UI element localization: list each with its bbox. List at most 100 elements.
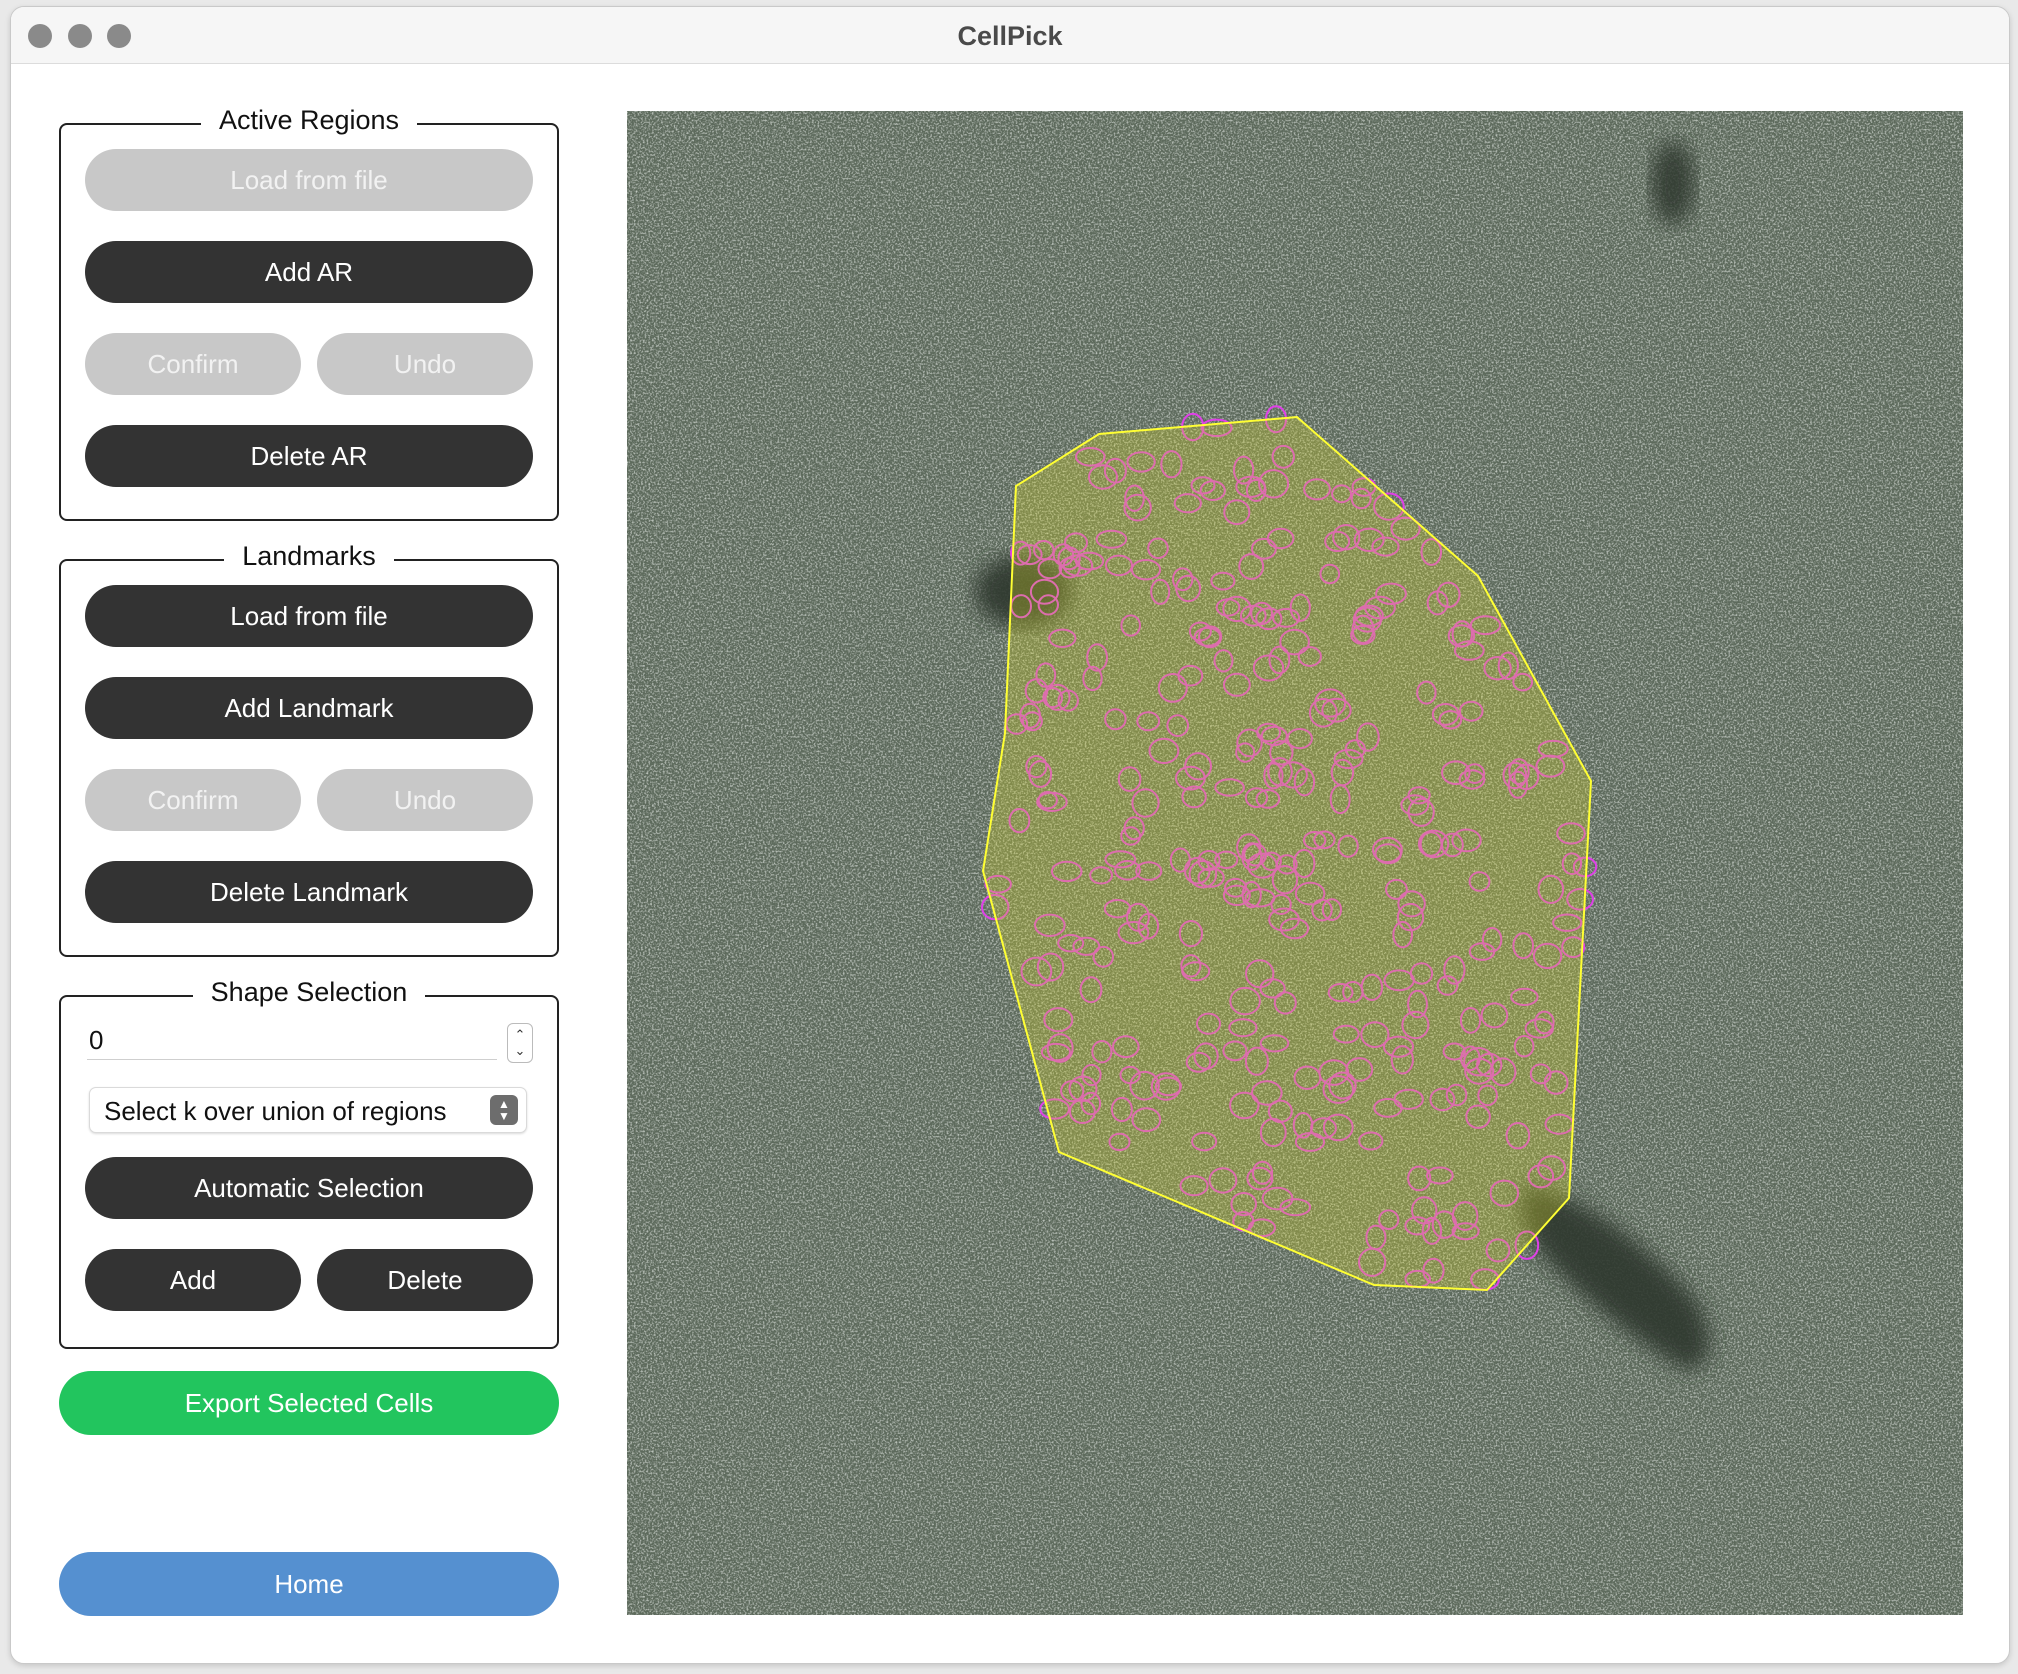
cell-outline[interactable] <box>1436 975 1459 996</box>
cell-outline[interactable] <box>1229 1091 1260 1120</box>
cell-outline[interactable] <box>1468 871 1491 892</box>
cell-outline[interactable] <box>1251 1160 1274 1185</box>
cell-outline[interactable] <box>1245 959 1275 989</box>
ar-load-from-file-button[interactable]: Load from file <box>85 149 533 211</box>
cell-outline[interactable] <box>1276 854 1298 875</box>
cell-outline[interactable] <box>1184 856 1211 885</box>
add-landmark-button[interactable]: Add Landmark <box>85 677 533 739</box>
cell-outline[interactable] <box>1373 1098 1403 1118</box>
cell-outline[interactable] <box>1188 860 1218 889</box>
cell-outline[interactable] <box>1166 714 1190 737</box>
cell-outline[interactable] <box>1037 558 1063 580</box>
cell-outline[interactable] <box>1279 628 1310 656</box>
cell-outline[interactable] <box>1123 493 1152 522</box>
cell-outline[interactable] <box>1255 789 1281 809</box>
cell-outline[interactable] <box>1150 578 1171 605</box>
cell-outline[interactable] <box>1117 921 1150 945</box>
cell-outline[interactable] <box>1025 755 1048 779</box>
add-ar-button[interactable]: Add AR <box>85 241 533 303</box>
cell-outline[interactable] <box>1191 1131 1218 1152</box>
cell-outline[interactable] <box>1117 766 1142 792</box>
cell-outline[interactable] <box>1286 728 1313 750</box>
cell-outline[interactable] <box>1407 797 1435 827</box>
cell-outline[interactable] <box>1048 628 1077 648</box>
cell-outline[interactable] <box>1458 769 1486 790</box>
cell-outline[interactable] <box>1251 537 1277 560</box>
cell-outline[interactable] <box>1378 1209 1400 1230</box>
cell-outline[interactable] <box>1297 646 1322 667</box>
cell-outline[interactable] <box>1079 976 1103 1004</box>
cell-outline[interactable] <box>1566 888 1594 911</box>
cell-outline[interactable] <box>1243 842 1267 867</box>
shape-add-button[interactable]: Add <box>85 1249 301 1311</box>
cell-outline[interactable] <box>1510 987 1539 1007</box>
cell-outline[interactable] <box>1332 524 1361 551</box>
cell-outline[interactable] <box>1072 936 1101 956</box>
cell-outline[interactable] <box>1292 1112 1314 1139</box>
cell-outline[interactable] <box>1485 1238 1511 1263</box>
cell-outline[interactable] <box>1289 593 1311 622</box>
cell-outline[interactable] <box>1561 852 1583 876</box>
cell-outline[interactable] <box>1497 651 1519 681</box>
cell-outline[interactable] <box>1443 955 1466 985</box>
cell-outline[interactable] <box>1126 451 1156 473</box>
cell-outline[interactable] <box>1426 590 1449 616</box>
cell-outline[interactable] <box>1131 1107 1162 1133</box>
cell-outline[interactable] <box>1543 1070 1569 1095</box>
cell-outline[interactable] <box>1331 484 1353 504</box>
cell-outline[interactable] <box>1222 1040 1248 1062</box>
cell-outline[interactable] <box>1120 826 1142 846</box>
cell-outline[interactable] <box>1238 553 1265 580</box>
cell-outline[interactable] <box>1360 1021 1390 1048</box>
cell-outline[interactable] <box>1057 934 1085 953</box>
cell-outline[interactable] <box>1508 758 1530 785</box>
cell-outline[interactable] <box>1263 762 1284 790</box>
cell-outline[interactable] <box>1313 830 1336 850</box>
cell-outline[interactable] <box>1513 1035 1535 1058</box>
cell-outline[interactable] <box>1081 1063 1102 1087</box>
cell-outline[interactable] <box>1089 866 1114 885</box>
cell-outline[interactable] <box>1260 725 1288 747</box>
cell-outline[interactable] <box>1344 739 1366 759</box>
cell-outline[interactable] <box>1110 1096 1133 1123</box>
cell-outline[interactable] <box>1524 1018 1554 1039</box>
automatic-selection-button[interactable]: Automatic Selection <box>85 1157 533 1219</box>
cell-outline[interactable] <box>1037 791 1058 810</box>
cell-outline[interactable] <box>1342 980 1364 1004</box>
cell-outline[interactable] <box>1033 540 1055 561</box>
cell-outline[interactable] <box>1268 907 1300 932</box>
cell-outline[interactable] <box>1273 991 1297 1015</box>
tissue-image[interactable] <box>627 111 1963 1615</box>
cell-outline[interactable] <box>1397 890 1426 918</box>
cell-outline[interactable] <box>1130 559 1162 581</box>
cell-outline[interactable] <box>1208 1167 1238 1194</box>
cell-outline[interactable] <box>1464 763 1486 784</box>
ar-confirm-button[interactable]: Confirm <box>85 333 301 395</box>
cell-outline[interactable] <box>1442 1042 1466 1061</box>
cell-outline[interactable] <box>1064 532 1088 554</box>
home-button[interactable]: Home <box>59 1552 559 1616</box>
cell-outline[interactable] <box>1119 1065 1141 1085</box>
cell-outline[interactable] <box>1148 737 1180 765</box>
cell-outline[interactable] <box>1020 956 1053 987</box>
cell-outline[interactable] <box>1505 1121 1531 1150</box>
cell-outline[interactable] <box>1222 884 1251 906</box>
cell-outline[interactable] <box>1246 1166 1274 1191</box>
cell-outline[interactable] <box>1177 664 1204 687</box>
cell-outline[interactable] <box>1390 1045 1414 1075</box>
cell-outline[interactable] <box>1092 945 1114 968</box>
cell-outline[interactable] <box>1175 574 1202 603</box>
cell-outline[interactable] <box>1120 614 1142 637</box>
delete-ar-button[interactable]: Delete AR <box>85 425 533 487</box>
cell-outline[interactable] <box>1252 654 1285 682</box>
cell-outline[interactable] <box>1441 760 1471 786</box>
cell-outline[interactable] <box>1223 672 1251 697</box>
cell-outline[interactable] <box>1068 1075 1098 1102</box>
cell-outline[interactable] <box>1039 1098 1071 1120</box>
cell-outline[interactable] <box>1279 1198 1312 1217</box>
cell-outline[interactable] <box>1124 484 1145 512</box>
cell-outline[interactable] <box>1383 1035 1414 1058</box>
cell-outline[interactable] <box>1173 493 1202 514</box>
cell-outline[interactable] <box>1185 1051 1212 1073</box>
cell-outline[interactable] <box>1222 595 1252 623</box>
